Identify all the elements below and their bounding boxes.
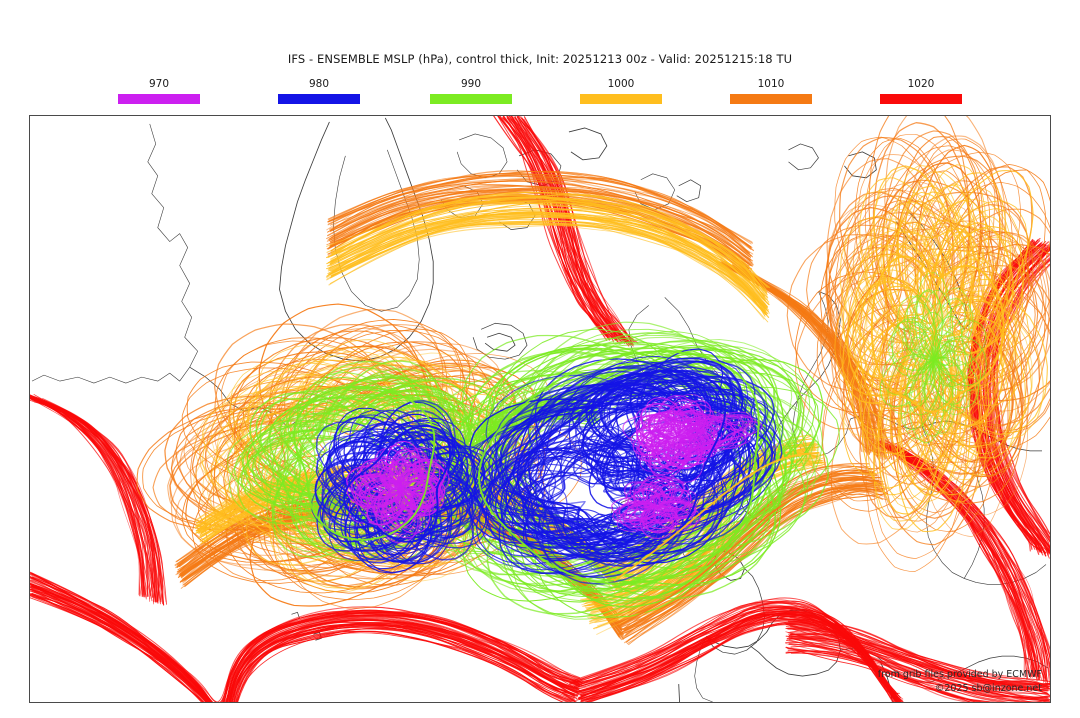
legend-swatch-980 — [278, 94, 360, 104]
legend-label-1000: 1000 — [607, 78, 635, 90]
legend-swatch-1020 — [880, 94, 962, 104]
contour-canvas — [30, 116, 1050, 702]
legend-label-1010: 1010 — [757, 78, 785, 90]
legend-label-990: 990 — [460, 78, 482, 90]
legend-swatch-970 — [118, 94, 200, 104]
legend-item-1000: 1000 — [566, 78, 676, 104]
legend-label-970: 970 — [148, 78, 170, 90]
legend-item-1020: 1020 — [866, 78, 976, 104]
legend-label-980: 980 — [308, 78, 330, 90]
legend-swatch-1010 — [730, 94, 812, 104]
legend-label-1020: 1020 — [907, 78, 935, 90]
legend-item-980: 980 — [264, 78, 374, 104]
isobar-spaghetti-layer — [30, 116, 1050, 702]
page-title: IFS - ENSEMBLE MSLP (hPa), control thick… — [287, 52, 793, 66]
legend: 970 980 990 1000 1010 1020 — [0, 78, 1080, 110]
legend-item-1010: 1010 — [716, 78, 826, 104]
legend-swatch-990 — [430, 94, 512, 104]
legend-swatch-1000 — [580, 94, 662, 104]
legend-item-970: 970 — [104, 78, 214, 104]
ensemble-mslp-map[interactable] — [29, 115, 1051, 703]
legend-item-990: 990 — [416, 78, 526, 104]
